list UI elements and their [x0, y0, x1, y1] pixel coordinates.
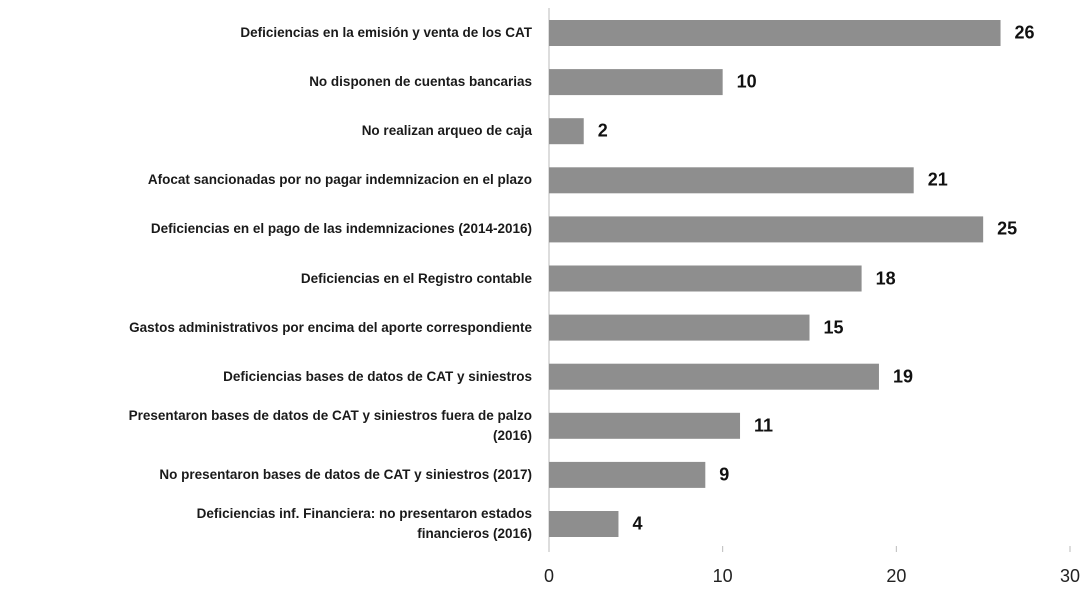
bar	[549, 69, 723, 96]
value-label: 4	[632, 513, 643, 534]
category-label: Afocat sancionadas por no pagar indemniz…	[147, 172, 532, 188]
value-label: 9	[719, 464, 730, 485]
value-label: 26	[1014, 22, 1035, 43]
category-label: Deficiencias en el pago de las indemniza…	[150, 221, 532, 237]
value-label: 10	[736, 71, 757, 92]
value-label: 18	[875, 268, 896, 288]
bar	[549, 216, 984, 243]
bar	[549, 118, 584, 145]
x-tick-label: 0	[543, 566, 555, 586]
bar	[549, 167, 914, 194]
category-label: No presentaron bases de datos de CAT y s…	[159, 466, 532, 482]
category-label: Deficiencias inf. Financiera: no present…	[196, 506, 532, 541]
value-label: 25	[997, 218, 1018, 239]
value-label: 11	[754, 415, 774, 436]
bar	[549, 20, 1001, 46]
value-label: 19	[892, 366, 913, 387]
value-label: 21	[927, 169, 948, 190]
bar	[549, 363, 879, 390]
value-label: 15	[823, 317, 844, 338]
x-tick-label: 30	[1059, 566, 1081, 586]
x-tick-label: 10	[712, 566, 733, 586]
bar	[549, 461, 706, 488]
value-label: 2	[597, 120, 608, 141]
category-label: Presentaron bases de datos de CAT y sini…	[128, 407, 532, 443]
bar	[549, 314, 810, 341]
category-label: Deficiencias en el Registro contable	[300, 270, 532, 286]
category-label: No disponen de cuentas bancarias	[309, 74, 532, 90]
category-label: Deficiencias bases de datos de CAT y sin…	[223, 368, 532, 384]
bar	[549, 412, 741, 439]
x-tick-label: 20	[886, 566, 907, 586]
category-label: Deficiencias en la emisión y venta de lo…	[240, 25, 532, 40]
category-label: Gastos administrativos por encima del ap…	[129, 319, 532, 335]
bar	[549, 265, 862, 292]
bar	[549, 511, 619, 537]
category-label: No realizan arqueo de caja	[361, 123, 532, 139]
